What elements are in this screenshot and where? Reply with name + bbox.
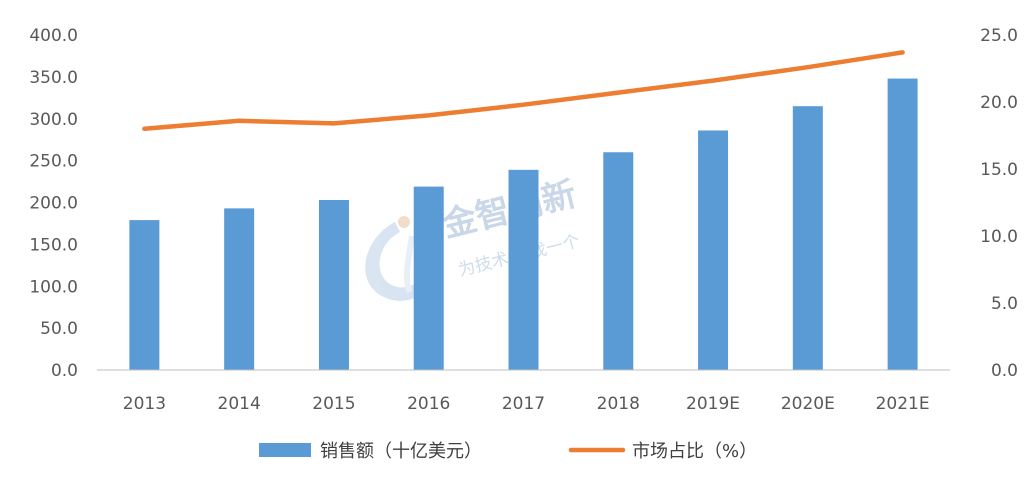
left-tick-label: 300.0 [29, 110, 78, 130]
x-axis-ticks: 2013 2014 2015 2016 2017 2018 2019E 2020E 2021E [123, 394, 930, 414]
bar [698, 130, 729, 370]
left-tick-label: 250.0 [29, 152, 78, 172]
x-tick-label: 2020E [781, 394, 835, 414]
bar [413, 186, 444, 370]
left-tick-label: 400.0 [29, 26, 78, 46]
legend-line-label: 市场占比（%） [632, 441, 757, 462]
watermark: 金智创新 为技术 寻找一个 [365, 174, 582, 301]
left-tick-label: 350.0 [29, 68, 78, 88]
x-tick-label: 2016 [407, 394, 450, 414]
left-tick-label: 100.0 [29, 277, 78, 297]
bar [887, 78, 918, 371]
x-tick-label: 2014 [218, 394, 261, 414]
x-tick-label: 2017 [502, 394, 545, 414]
bar [792, 106, 823, 370]
legend-bar-swatch [259, 443, 311, 457]
right-tick-label: 15.0 [980, 160, 1018, 180]
legend-bar-label: 销售额（十亿美元） [320, 441, 482, 462]
left-tick-label: 50.0 [40, 319, 78, 339]
left-tick-label: 200.0 [29, 194, 78, 214]
right-tick-label: 0.0 [991, 361, 1018, 381]
left-axis-ticks: 0.0 50.0 100.0 150.0 200.0 250.0 300.0 350.0 400… [29, 26, 78, 381]
bar [508, 169, 539, 370]
watermark-logo-dot-icon [398, 216, 410, 228]
legend: 销售额（十亿美元） 市场占比（%） [259, 441, 757, 462]
bar [129, 220, 160, 370]
x-tick-label: 2021E [876, 394, 930, 414]
watermark-logo-icon [365, 222, 434, 301]
bar [603, 152, 634, 370]
right-tick-label: 10.0 [980, 227, 1018, 247]
right-tick-label: 5.0 [991, 294, 1018, 314]
x-tick-label: 2015 [312, 394, 355, 414]
left-tick-label: 0.0 [51, 361, 78, 381]
x-tick-label: 2019E [686, 394, 740, 414]
bar [318, 199, 349, 370]
bar-series [129, 78, 918, 371]
x-tick-label: 2018 [597, 394, 640, 414]
bar [224, 208, 255, 370]
right-tick-label: 25.0 [980, 26, 1018, 46]
watermark-logo-swirl-icon [403, 235, 415, 294]
x-tick-label: 2013 [123, 394, 166, 414]
left-tick-label: 150.0 [29, 235, 78, 255]
right-axis-ticks: 0.0 5.0 10.0 15.0 20.0 25.0 [980, 26, 1018, 381]
line-series [142, 50, 905, 132]
right-tick-label: 20.0 [980, 93, 1018, 113]
